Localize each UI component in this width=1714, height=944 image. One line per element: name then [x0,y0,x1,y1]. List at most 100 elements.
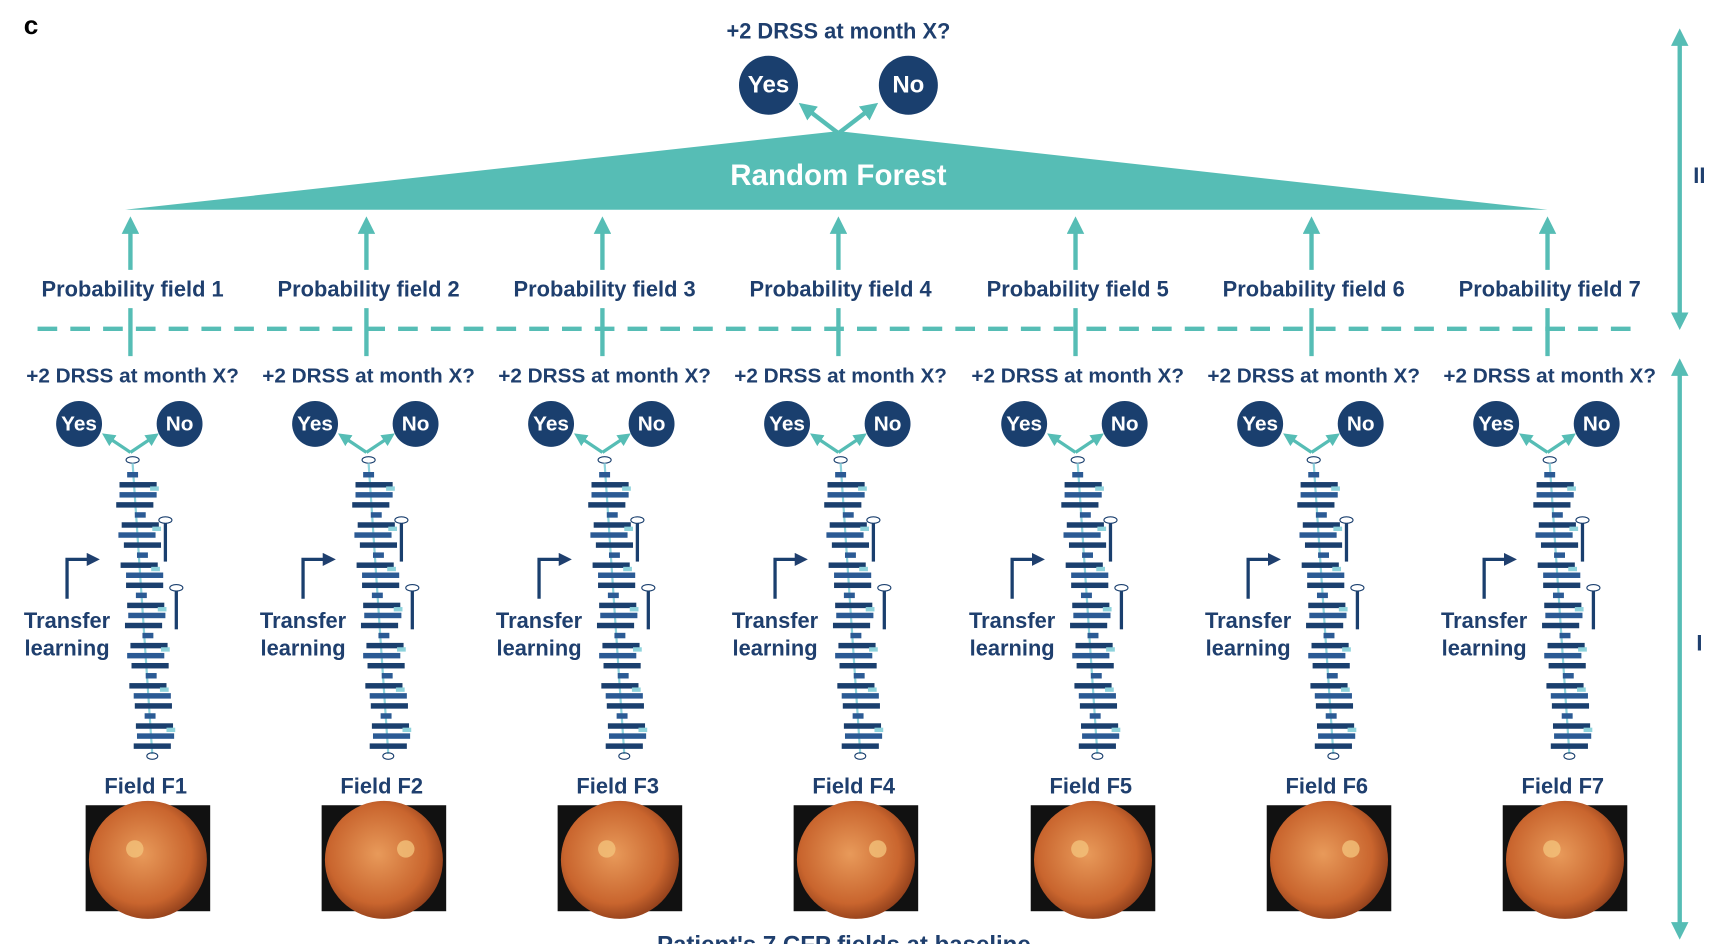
net-node [1542,456,1557,464]
arrow [1047,433,1077,454]
net-block [370,512,382,518]
net-node [158,516,173,524]
net-block [370,703,408,709]
net-block [591,482,629,488]
net-node [641,583,656,592]
net-block [1301,562,1339,568]
optic-disc [1342,840,1360,858]
net-block [1064,482,1102,488]
net-block [1300,482,1338,488]
net-block [166,727,176,733]
net-block [599,472,611,478]
net-node [1350,583,1365,592]
net-block [355,492,393,498]
net-block [838,642,876,649]
transfer-label: Transfer learning [259,609,347,662]
net-block [1545,612,1583,619]
net-block [1341,687,1350,692]
net-block [1325,713,1337,719]
no-node [864,400,911,447]
transfer-box: Transfer learning [259,609,347,662]
optic-disc [598,840,616,858]
transfer-label: Transfer learning [1441,609,1528,662]
no-label: No [638,413,666,436]
yes-label: Yes [297,413,333,436]
arrow [837,433,867,454]
net-block [363,472,375,478]
net-block [1538,522,1576,528]
fundus-image [324,800,443,919]
net-block [852,713,864,719]
net-block [1535,532,1573,538]
net-block [1546,683,1584,689]
net-block [1078,693,1116,699]
net-block [1063,532,1101,538]
no-node [156,400,203,447]
net-block [824,502,862,508]
net-block [1308,652,1346,659]
net-block [355,482,393,488]
net-block [367,662,405,669]
net-block [159,687,169,692]
net-block [1544,602,1582,609]
net-block [123,542,162,548]
net-block [1311,642,1349,649]
net-block [1082,733,1120,739]
net-block [135,592,147,599]
transfer-box: Transfer learning [1205,610,1291,661]
arrow [102,433,132,454]
stage-label: II [1693,163,1705,188]
net-block [354,532,392,538]
field-label: Field F3 [576,774,659,799]
net-block [1544,472,1556,478]
net-block [1551,703,1590,709]
net-block [378,632,390,639]
net-block [369,743,407,749]
fundus-image [796,800,915,919]
net-block [1300,492,1338,498]
net-block [357,522,395,528]
net-block [362,582,400,589]
net-block [850,632,862,639]
net-block [1089,713,1101,719]
net-block [364,612,402,619]
net-block [142,632,154,639]
net-block [835,472,847,478]
net-node [854,752,867,760]
net-block [1071,582,1109,589]
net-block [1315,703,1354,709]
net-block [608,733,647,739]
net-block [151,566,160,572]
net-block [853,673,865,679]
yes-node [292,400,339,447]
net-block [624,526,634,531]
net-block [130,642,168,649]
net-block [1106,647,1115,652]
net-block [124,622,163,629]
net-block [828,562,866,568]
net-block [126,582,164,589]
net-block [1297,502,1335,508]
transfer-label: Transfer learning [23,609,111,662]
net-block [388,526,398,531]
net-block [386,486,395,491]
net-block [1306,622,1344,629]
net-block [1547,642,1585,649]
net-block [842,512,854,518]
net-block [366,642,404,649]
transfer-box: Transfer learning [1441,609,1528,662]
net-block [393,607,403,612]
net-block [842,703,880,709]
arrow [837,102,879,136]
net-block [638,727,648,733]
net-block [1068,542,1107,548]
no-label: No [1583,413,1611,436]
net-block [1061,502,1099,508]
net-block [836,612,874,619]
net-block [1102,607,1112,612]
net-block [371,723,410,729]
net-node [833,456,848,464]
question: +2 DRSS at month X? [1207,364,1420,387]
yes-node [764,400,811,447]
net-block [1090,673,1102,679]
